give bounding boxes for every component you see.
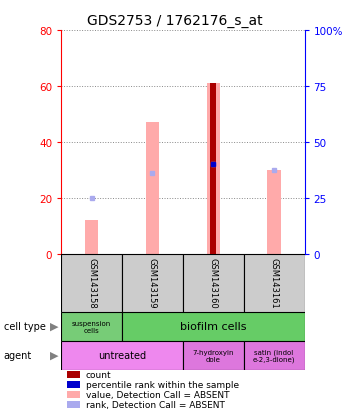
Text: suspension
cells: suspension cells bbox=[72, 320, 111, 333]
Bar bbox=[183, 341, 244, 370]
Text: GSM143160: GSM143160 bbox=[209, 258, 218, 308]
Text: value, Detection Call = ABSENT: value, Detection Call = ABSENT bbox=[86, 390, 229, 399]
Text: cell type: cell type bbox=[4, 321, 46, 331]
Text: biofilm cells: biofilm cells bbox=[180, 321, 246, 331]
Bar bbox=[61, 254, 122, 312]
Text: untreated: untreated bbox=[98, 350, 146, 360]
Bar bbox=[206, 84, 220, 254]
Bar bbox=[183, 254, 244, 312]
Text: agent: agent bbox=[4, 350, 32, 360]
Text: ▶: ▶ bbox=[50, 350, 58, 360]
Text: percentile rank within the sample: percentile rank within the sample bbox=[86, 380, 239, 389]
Bar bbox=[122, 312, 304, 341]
Text: rank, Detection Call = ABSENT: rank, Detection Call = ABSENT bbox=[86, 400, 225, 409]
Bar bbox=[210, 84, 216, 254]
Bar bbox=[146, 123, 159, 254]
Bar bbox=[122, 254, 183, 312]
Bar bbox=[61, 341, 183, 370]
Bar bbox=[244, 341, 304, 370]
Bar bbox=[85, 221, 98, 254]
Text: 7-hydroxyin
dole: 7-hydroxyin dole bbox=[193, 349, 234, 362]
Bar bbox=[61, 312, 122, 341]
Text: GSM143158: GSM143158 bbox=[87, 258, 96, 308]
Text: GSM143161: GSM143161 bbox=[270, 258, 279, 308]
Text: ▶: ▶ bbox=[50, 321, 58, 331]
Bar bbox=[267, 170, 281, 254]
Text: count: count bbox=[86, 370, 111, 379]
Text: GDS2753 / 1762176_s_at: GDS2753 / 1762176_s_at bbox=[87, 14, 263, 28]
Text: GSM143159: GSM143159 bbox=[148, 258, 157, 308]
Bar bbox=[244, 254, 304, 312]
Text: satin (indol
e-2,3-dione): satin (indol e-2,3-dione) bbox=[253, 348, 295, 362]
